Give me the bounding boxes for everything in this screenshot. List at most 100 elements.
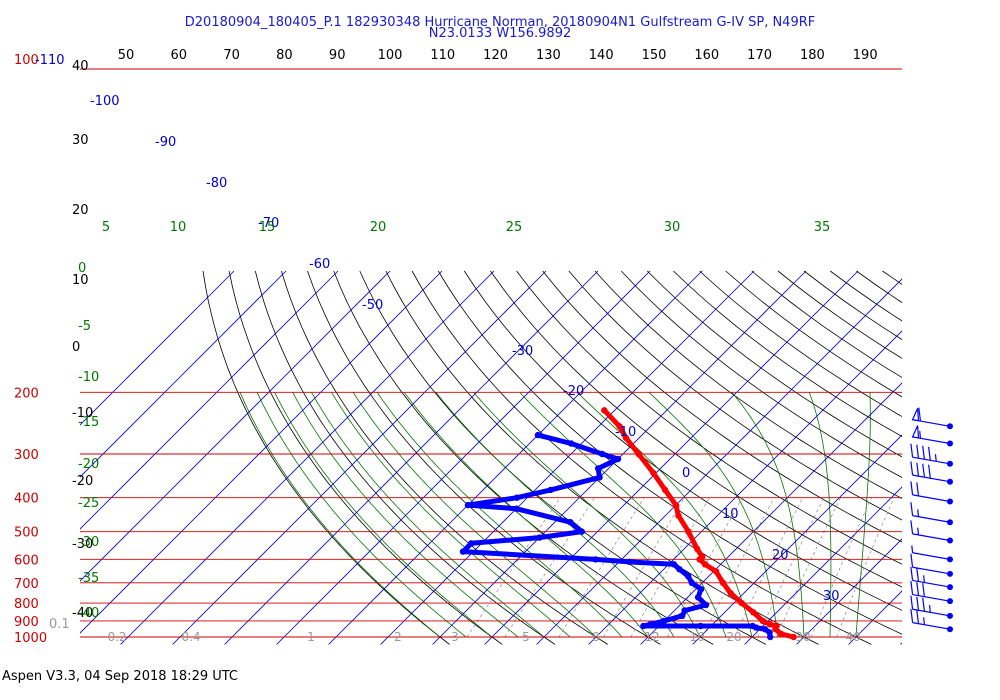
isotherm-label: 0: [682, 466, 690, 481]
wind-barb: [911, 425, 951, 445]
mixing-ratio-label: 0.2: [107, 630, 126, 644]
moist-adiabat: [239, 392, 441, 638]
dewpoint-point: [599, 450, 606, 458]
isotherm: [80, 270, 391, 582]
mixing-ratio-label: 8: [592, 630, 600, 644]
dry-adiabat: [333, 270, 714, 645]
temperature-point: [766, 621, 774, 628]
moist-adiabat-label: 35: [814, 220, 831, 235]
dry-adiabat: [568, 270, 902, 521]
isotherm: [796, 538, 902, 645]
temperature-point: [738, 599, 745, 607]
dewpoint-point: [578, 528, 585, 535]
dewpoint-point: [536, 534, 543, 541]
dewpoint-point: [567, 440, 575, 447]
pressure-label: 500: [14, 526, 39, 541]
dry-adiabat: [673, 270, 902, 437]
isotherm-label: -80: [206, 176, 227, 191]
moist-adiabat-label: 10: [170, 220, 187, 235]
temperature-point: [699, 553, 706, 560]
top-axis-label: 150: [642, 48, 667, 63]
background-lines: [80, 68, 1000, 645]
wind-barb: [911, 407, 951, 427]
mixing-ratio-label: 0.4: [181, 630, 200, 644]
dewpoint-point: [766, 629, 773, 636]
moist-adiabat: [403, 392, 649, 638]
dry-adiabat: [359, 270, 767, 645]
dry-adiabat: [463, 270, 902, 611]
dewpoint-point: [749, 622, 756, 630]
pressure-label: 900: [14, 615, 39, 630]
dewpoint-point: [534, 431, 542, 439]
dewpoint-point: [594, 465, 602, 472]
mixing-ratio-line: [734, 497, 804, 638]
isotherm-label: -110: [35, 53, 65, 68]
dry-adiabat: [254, 270, 556, 645]
dewpoint-point: [681, 607, 689, 614]
isotherm: [120, 270, 495, 645]
isotherm-label: -100: [90, 94, 120, 109]
moist-adiabat-label: 5: [102, 220, 110, 235]
temperature-point: [616, 423, 623, 430]
isotherm-label: -90: [155, 135, 176, 150]
temperature-label: -20: [72, 474, 93, 489]
wind-barbs: [910, 407, 953, 633]
mixing-ratio-label: 12: [644, 630, 659, 644]
moist-adiabat: [352, 392, 597, 638]
temperature-point: [622, 434, 630, 442]
isotherm-label: -20: [563, 384, 584, 399]
temperature-point: [675, 512, 682, 519]
temperature-point: [650, 469, 657, 477]
temperature-point: [701, 561, 709, 568]
temperature-label: -40: [72, 606, 93, 621]
isotherm-label: 30: [823, 589, 840, 604]
dewpoint-point: [688, 579, 695, 586]
wind-barb: [910, 609, 951, 630]
wind-barb: [910, 580, 951, 602]
top-axis-label: 180: [800, 48, 825, 63]
isotherm: [744, 486, 902, 645]
dewpoint-point: [596, 474, 603, 481]
top-axis-label: 100: [378, 48, 403, 63]
top-axis-label: 60: [171, 48, 188, 63]
top-axis-label: 90: [329, 48, 346, 63]
dewpoint-point: [547, 486, 554, 494]
mixing-ratio-label: 2: [394, 630, 402, 644]
isotherm: [172, 270, 547, 645]
isotherm: [953, 271, 1000, 644]
isotherm: [80, 270, 235, 426]
isotherm-label: -50: [362, 298, 383, 313]
temperature-point: [601, 407, 608, 414]
dry-adiabat: [647, 270, 902, 458]
isotherm-label: 20: [772, 548, 789, 563]
isotherm: [328, 270, 703, 645]
dewpoint-point: [513, 505, 520, 512]
isotherm: [80, 270, 287, 478]
isotherm: [588, 330, 902, 645]
dewpoint-point: [468, 540, 475, 547]
top-axis-label: 80: [276, 48, 293, 63]
isotherm: [80, 270, 443, 634]
temperature-point: [777, 630, 785, 638]
dewpoint-point: [694, 594, 702, 601]
top-axis-label: 70: [223, 48, 240, 63]
dewpoint-point: [614, 455, 622, 463]
temperature-label: 10: [72, 273, 89, 288]
moist-adiabat-label: 15: [259, 220, 276, 235]
top-axis-label: 160: [694, 48, 719, 63]
wind-barb: [910, 553, 951, 575]
moist-adiabat-label: -10: [78, 370, 99, 385]
isotherm: [80, 270, 339, 530]
moist-adiabat-label: -15: [78, 415, 99, 430]
temperature-point: [727, 590, 734, 597]
dewpoint-point: [660, 617, 668, 625]
isotherm: [640, 382, 902, 645]
top-axis-label: 170: [747, 48, 772, 63]
moist-adiabat-label: -25: [78, 496, 99, 511]
dewpoint-point: [697, 586, 705, 593]
temperature-point: [635, 450, 642, 458]
dewpoint-point: [513, 494, 521, 501]
temperature-point: [773, 622, 780, 630]
isotherm-label: 10: [722, 507, 739, 522]
